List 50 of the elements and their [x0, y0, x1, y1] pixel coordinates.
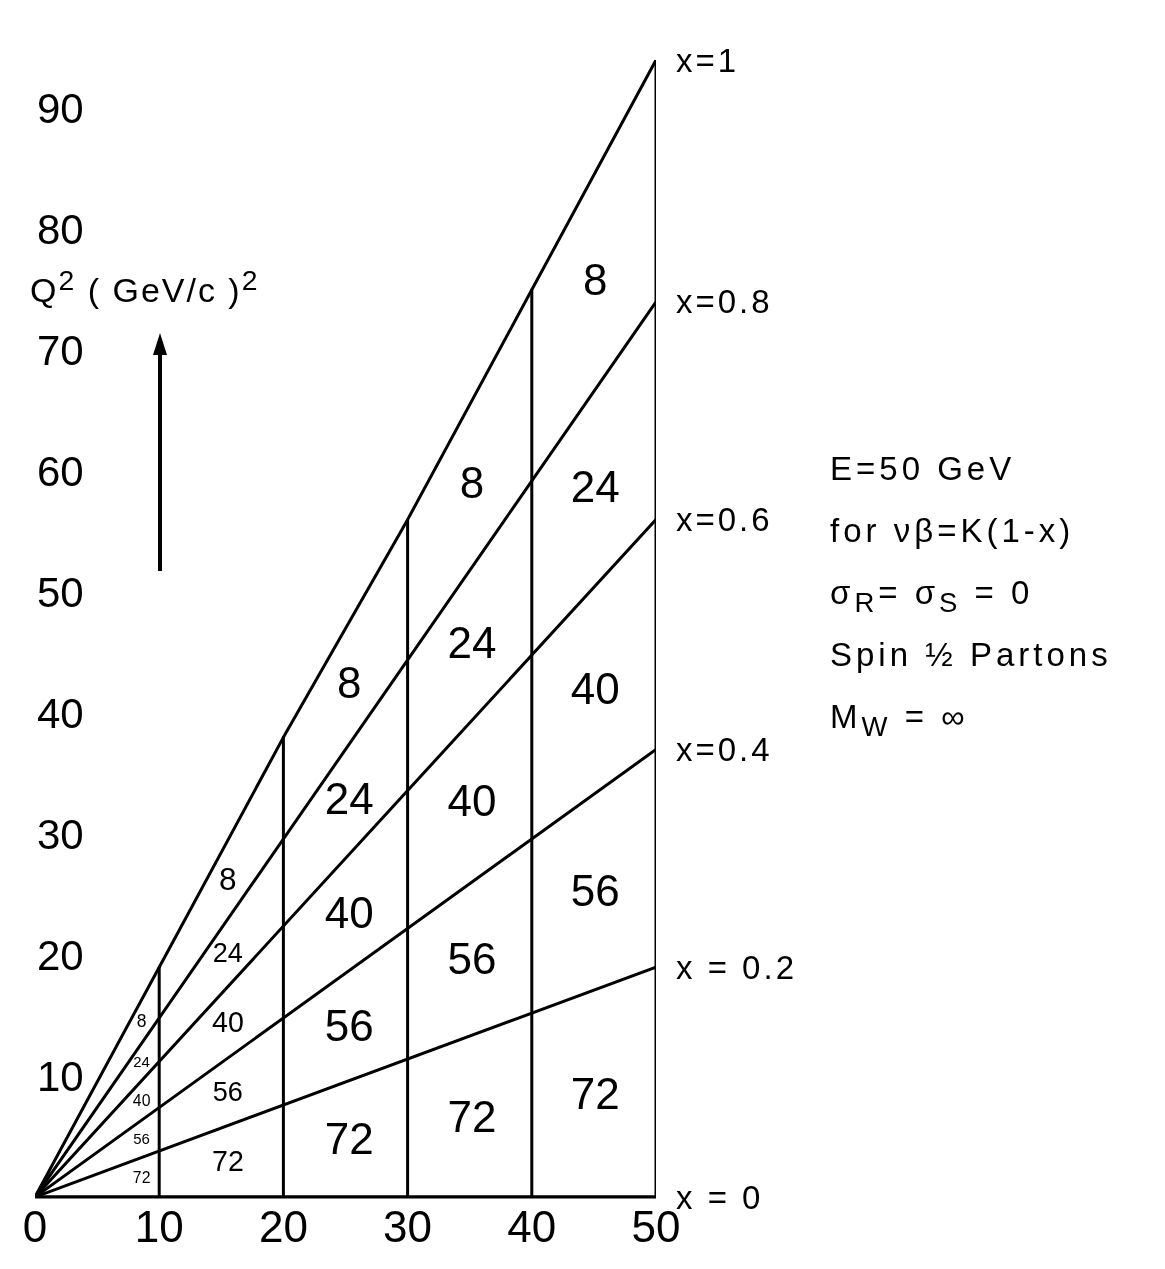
x-tick-label: 0	[22, 1202, 48, 1252]
annotation: 72	[132, 1168, 151, 1186]
annotation: 56	[212, 1076, 243, 1108]
annotation: 40	[324, 887, 374, 937]
annotation: 40	[132, 1091, 151, 1109]
annotation: 56	[570, 866, 620, 916]
annotation: 8	[336, 657, 362, 707]
series-label: x=0.6	[676, 501, 773, 539]
annotation: 24	[570, 461, 620, 511]
series-label: x=1	[676, 41, 740, 79]
text: Spin ½ Partons	[830, 635, 1112, 675]
annotation: 8	[219, 861, 237, 898]
text: σ$_{R}$= σ$_{S}$ = 0	[830, 573, 1035, 620]
y-tick-label: 30	[37, 810, 84, 858]
text: M$_{W}$ = ∞	[830, 697, 970, 744]
y-tick-label: 20	[37, 931, 84, 979]
y-tick-label: 60	[37, 447, 84, 495]
y-tick-label: 70	[37, 326, 84, 374]
annotation: 72	[570, 1068, 620, 1118]
annotation: 72	[447, 1091, 497, 1141]
annotation: 40	[447, 776, 497, 826]
series-label: x = 0.2	[676, 948, 797, 986]
x-tick-label: 30	[383, 1202, 433, 1252]
y-tick-label: 80	[37, 205, 84, 253]
annotation: 8	[136, 1011, 147, 1032]
annotation: 56	[447, 933, 497, 983]
series-label: x=0.8	[676, 283, 773, 321]
annotation: 40	[211, 1006, 244, 1039]
annotation: 8	[459, 458, 485, 508]
y-tick-label: 50	[37, 568, 84, 616]
annotation: 24	[324, 774, 374, 824]
y-tick-label: 90	[37, 84, 84, 132]
annotation: 72	[211, 1145, 244, 1178]
annotation: 72	[324, 1114, 374, 1164]
text: for νβ=K(1-x)	[830, 511, 1076, 551]
text: E=50 GeV	[830, 449, 1017, 489]
annotation: 24	[212, 936, 243, 968]
annotation: 56	[324, 1000, 374, 1050]
annotation: 24	[133, 1053, 150, 1071]
y-axis-title: Q$^{2}$ ( GeV/c )$^{2}$	[30, 263, 260, 312]
x-tick-label: 20	[258, 1202, 308, 1252]
annotation: 40	[570, 664, 620, 714]
x-tick-label: 10	[134, 1202, 184, 1252]
annotation: 24	[447, 618, 497, 668]
x-tick-label: 40	[507, 1202, 557, 1252]
annotation: 8	[583, 254, 608, 304]
annotation: 56	[133, 1130, 150, 1148]
series-label: x=0.4	[676, 730, 773, 768]
y-tick-label: 40	[37, 689, 84, 737]
y-tick-label: 10	[37, 1052, 84, 1100]
